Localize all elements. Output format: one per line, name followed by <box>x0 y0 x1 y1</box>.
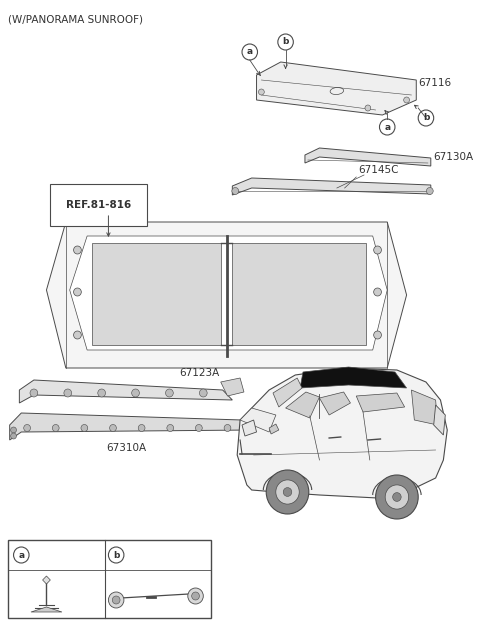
Polygon shape <box>273 378 302 407</box>
Text: REF.81-816: REF.81-816 <box>66 200 131 210</box>
Circle shape <box>195 425 202 432</box>
Polygon shape <box>232 178 431 195</box>
Circle shape <box>11 427 16 433</box>
Circle shape <box>266 470 309 514</box>
Circle shape <box>166 389 173 397</box>
Text: 67130A: 67130A <box>434 152 474 162</box>
Polygon shape <box>92 243 221 345</box>
Polygon shape <box>434 405 445 435</box>
Circle shape <box>112 596 120 604</box>
Circle shape <box>276 480 299 504</box>
Circle shape <box>108 592 124 608</box>
Polygon shape <box>240 408 276 432</box>
Circle shape <box>52 425 59 432</box>
Polygon shape <box>320 392 350 415</box>
Circle shape <box>167 425 174 432</box>
Circle shape <box>73 246 81 254</box>
Polygon shape <box>300 367 407 388</box>
Polygon shape <box>232 243 366 345</box>
Text: 67116: 67116 <box>418 78 451 88</box>
Text: b: b <box>282 38 289 47</box>
Circle shape <box>404 97 409 103</box>
Polygon shape <box>256 62 416 115</box>
Circle shape <box>73 288 81 296</box>
Text: 67356R: 67356R <box>129 560 172 570</box>
Circle shape <box>11 433 16 439</box>
Circle shape <box>376 475 418 519</box>
Polygon shape <box>43 576 50 584</box>
Polygon shape <box>70 236 387 350</box>
Circle shape <box>385 485 408 509</box>
Circle shape <box>24 425 31 432</box>
Polygon shape <box>356 393 405 412</box>
Circle shape <box>192 592 199 600</box>
Text: b: b <box>113 551 120 559</box>
Circle shape <box>373 288 382 296</box>
Polygon shape <box>242 420 256 436</box>
Text: a: a <box>18 551 24 559</box>
Circle shape <box>30 389 38 397</box>
Polygon shape <box>221 378 244 396</box>
Circle shape <box>132 389 139 397</box>
FancyBboxPatch shape <box>8 540 211 618</box>
Circle shape <box>109 425 116 432</box>
Circle shape <box>258 89 264 95</box>
Circle shape <box>224 425 231 432</box>
Circle shape <box>426 188 433 195</box>
Polygon shape <box>237 368 447 498</box>
Polygon shape <box>269 424 279 434</box>
Text: 67145C: 67145C <box>358 165 399 175</box>
Circle shape <box>188 588 204 604</box>
Text: 67113A: 67113A <box>33 550 76 560</box>
Text: b: b <box>423 113 429 122</box>
Circle shape <box>373 246 382 254</box>
Text: 67310A: 67310A <box>107 443 146 453</box>
Polygon shape <box>19 380 232 403</box>
Circle shape <box>393 493 401 501</box>
Circle shape <box>365 105 371 111</box>
Circle shape <box>73 331 81 339</box>
Circle shape <box>283 488 292 496</box>
Polygon shape <box>31 607 62 612</box>
Circle shape <box>98 389 106 397</box>
Circle shape <box>199 389 207 397</box>
Circle shape <box>138 425 145 432</box>
Text: (W/PANORAMA SUNROOF): (W/PANORAMA SUNROOF) <box>8 14 143 24</box>
Polygon shape <box>47 222 407 368</box>
Text: 67123A: 67123A <box>179 368 219 378</box>
Text: a: a <box>384 122 390 132</box>
Polygon shape <box>411 390 438 425</box>
Polygon shape <box>286 392 320 418</box>
Circle shape <box>64 389 72 397</box>
Polygon shape <box>305 148 431 166</box>
Circle shape <box>232 188 239 195</box>
Text: a: a <box>247 47 253 57</box>
Polygon shape <box>10 413 252 440</box>
Circle shape <box>81 425 88 432</box>
Text: 67346L: 67346L <box>129 545 171 555</box>
Circle shape <box>373 331 382 339</box>
